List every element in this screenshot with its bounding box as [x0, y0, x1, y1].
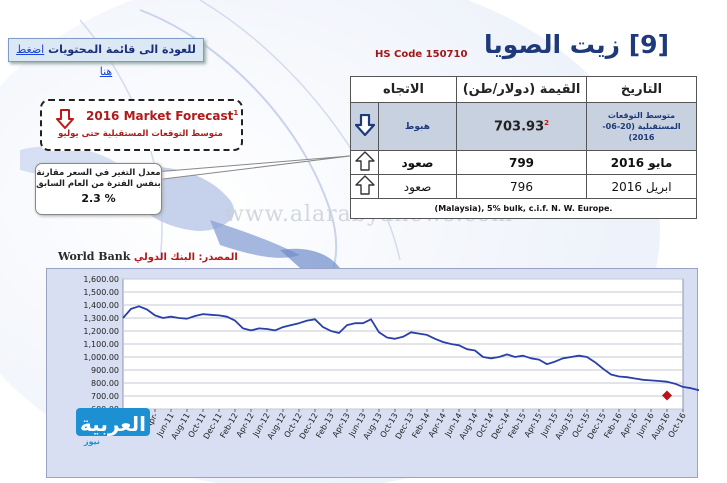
source-name: World Bank — [58, 250, 131, 263]
callout-pointer — [155, 155, 351, 181]
row-date: ابريل 2016 — [586, 174, 697, 199]
up-arrow-icon — [354, 151, 375, 171]
callout-text: معدل التغير في السعر مقارنة بنفس الفترة … — [36, 168, 161, 189]
svg-text:نيوز: نيوز — [83, 437, 100, 446]
forecast-title: 2016 Market Forecast1 — [86, 109, 239, 123]
header-trend: الاتجاه — [350, 76, 457, 103]
row-trend: صعود — [378, 150, 457, 175]
table-note: (Malaysia), 5% bulk, c.i.f. N. W. Europe… — [350, 198, 697, 219]
forecast-point — [662, 390, 672, 401]
forecast-subtitle: متوسط التوقعات المستقبلية حتى يوليو — [58, 129, 223, 139]
price-chart: 600.00700.00800.00900.001,000.001,100.00… — [46, 268, 699, 478]
page-title: [9] زيت الصويا — [484, 30, 669, 59]
alarabiya-logo: العربية نيوز — [76, 408, 150, 446]
row-value: 796 — [456, 174, 587, 199]
table-note-row: (Malaysia), 5% bulk, c.i.f. N. W. Europe… — [350, 198, 697, 219]
y-tick-label: 1,000.00 — [83, 353, 119, 362]
row-trend-arrow — [350, 102, 379, 151]
series-line — [122, 305, 699, 392]
row-trend: هبوط — [378, 102, 457, 151]
hs-code: HS Code 150710 — [375, 49, 468, 60]
back-to-contents-button[interactable]: للعودة الى قائمة المحتويات اضغط هنا — [8, 38, 204, 78]
table-row: متوسط التوقعات المستقبلية (20-06-2016) 7… — [350, 102, 697, 151]
market-forecast-box: 2016 Market Forecast1 متوسط التوقعات الم… — [40, 99, 243, 151]
source-label: World Bank المصدر: البنك الدولي — [58, 250, 238, 263]
table-header-row: التاريخ القيمة (دولار/طن) الاتجاه — [350, 76, 697, 103]
y-tick-label: 1,400.00 — [83, 301, 119, 310]
source-text: المصدر: البنك الدولي — [133, 252, 238, 263]
down-arrow-icon — [56, 109, 74, 129]
y-tick-label: 800.00 — [91, 379, 119, 388]
y-tick-label: 1,100.00 — [83, 340, 119, 349]
header-date: التاريخ — [586, 76, 697, 103]
price-line-chart: 600.00700.00800.00900.001,000.001,100.00… — [83, 275, 699, 441]
header-value: القيمة (دولار/طن) — [456, 76, 587, 103]
callout-value: 2.3 % — [81, 192, 116, 205]
table-row: ابريل 2016 796 صعود — [350, 174, 697, 199]
down-arrow-icon — [354, 113, 375, 137]
up-arrow-icon — [354, 175, 375, 195]
back-button-label: للعودة الى قائمة المحتويات — [44, 43, 196, 56]
row-trend: صعود — [378, 174, 457, 199]
y-tick-label: 900.00 — [91, 366, 119, 375]
svg-text:العربية: العربية — [80, 412, 146, 436]
row-value: 703.932 — [456, 102, 587, 151]
back-button-link[interactable]: اضغط هنا — [16, 43, 113, 78]
row-date: متوسط التوقعات المستقبلية (20-06-2016) — [586, 102, 697, 151]
row-value: 799 — [456, 150, 587, 175]
y-tick-label: 1,300.00 — [83, 314, 119, 323]
y-tick-label: 1,600.00 — [83, 275, 119, 284]
price-table: التاريخ القيمة (دولار/طن) الاتجاه متوسط … — [350, 76, 697, 219]
price-change-callout: معدل التغير في السعر مقارنة بنفس الفترة … — [35, 163, 162, 215]
row-trend-arrow — [350, 174, 379, 199]
table-row: مايو 2016 799 صعود — [350, 150, 697, 175]
y-tick-label: 1,200.00 — [83, 327, 119, 336]
row-date: مايو 2016 — [586, 150, 697, 175]
y-tick-label: 1,500.00 — [83, 288, 119, 297]
y-tick-label: 700.00 — [91, 392, 119, 401]
row-trend-arrow — [350, 150, 379, 175]
